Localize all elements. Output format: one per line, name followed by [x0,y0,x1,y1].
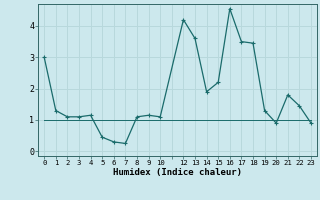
X-axis label: Humidex (Indice chaleur): Humidex (Indice chaleur) [113,168,242,177]
